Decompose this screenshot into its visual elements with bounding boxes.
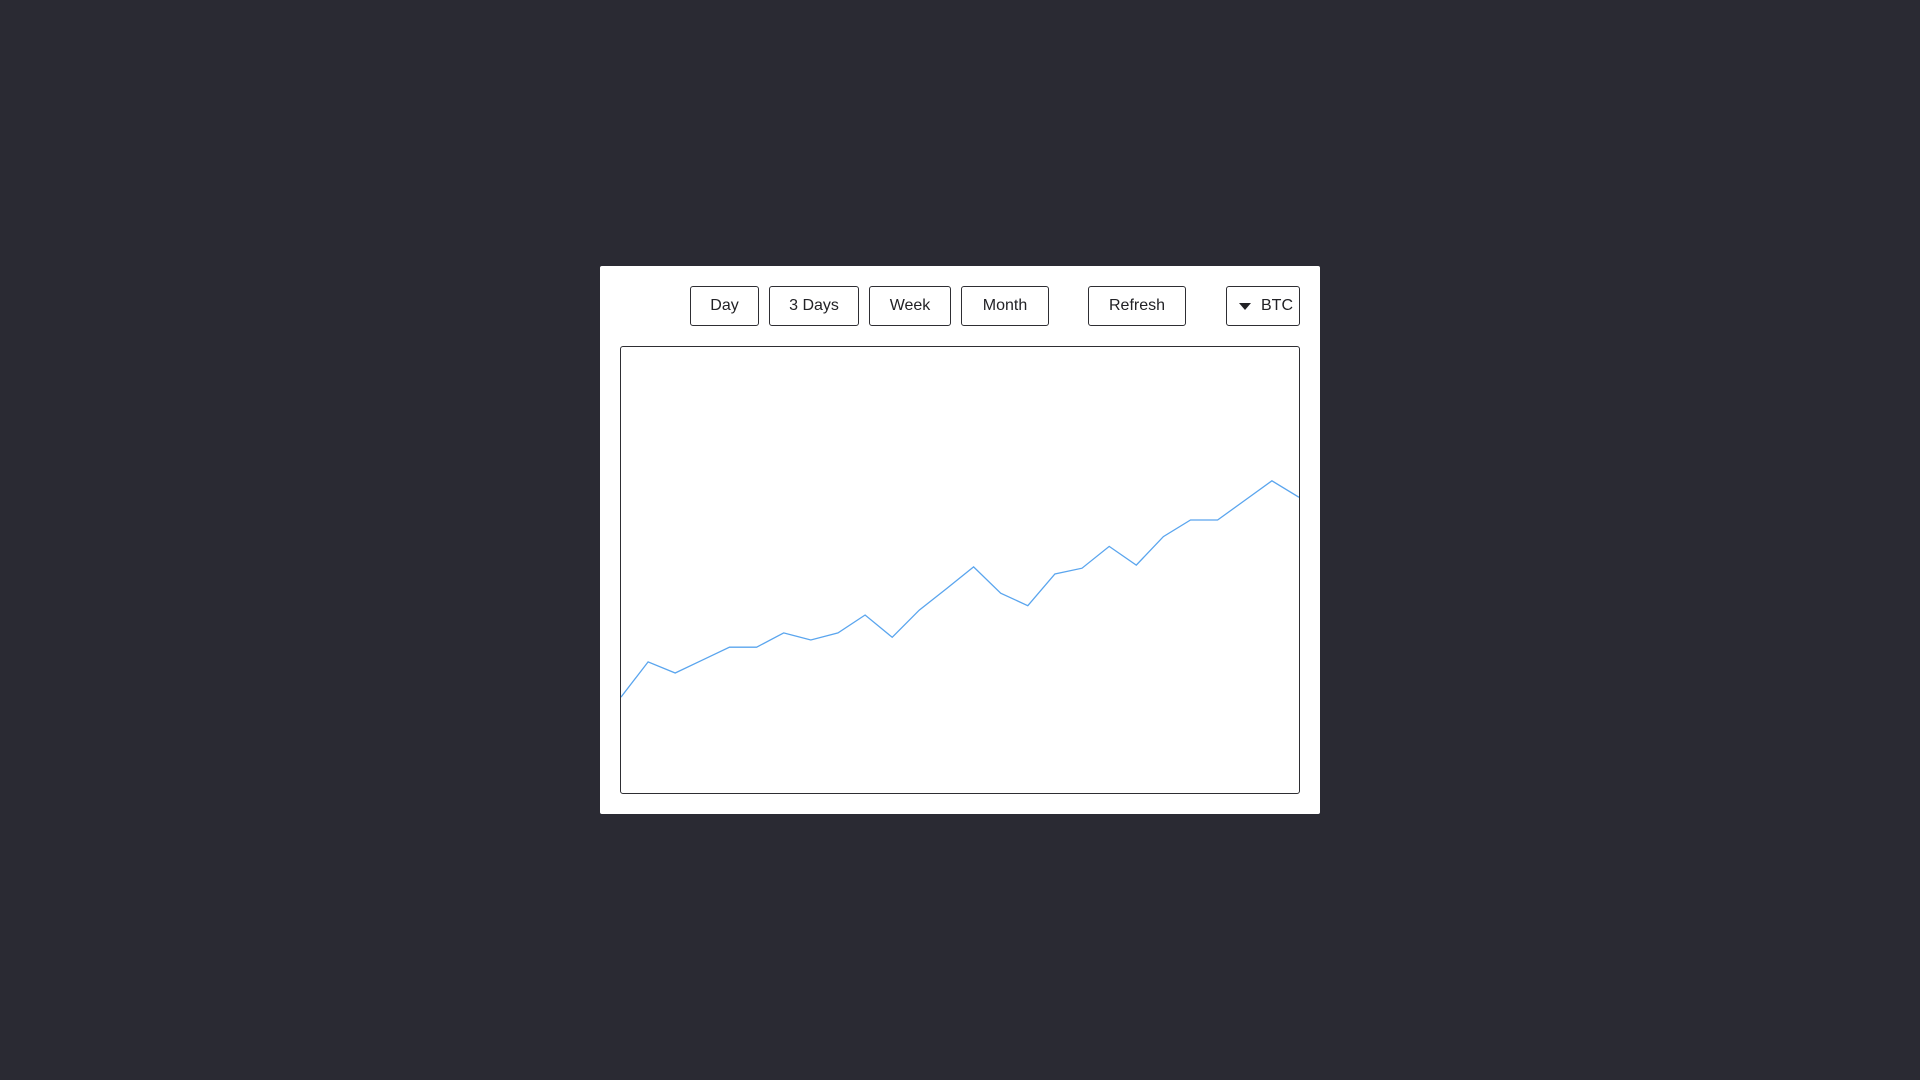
currency-select-value: BTC	[1261, 297, 1293, 314]
price-chart	[620, 346, 1300, 794]
refresh-button[interactable]: Refresh	[1088, 286, 1186, 326]
day-range-button[interactable]: Day	[690, 286, 759, 326]
toolbar: Day 3 Days Week Month Refresh BTC	[600, 286, 1320, 326]
chart-dialog: Day 3 Days Week Month Refresh BTC	[600, 266, 1320, 814]
currency-select[interactable]: BTC	[1226, 286, 1300, 326]
price-chart-svg	[621, 480, 1299, 698]
price-series-line	[621, 480, 1299, 698]
week-range-button[interactable]: Week	[869, 286, 951, 326]
three-days-range-button[interactable]: 3 Days	[769, 286, 859, 326]
caret-down-icon	[1239, 303, 1251, 310]
month-range-button[interactable]: Month	[961, 286, 1049, 326]
